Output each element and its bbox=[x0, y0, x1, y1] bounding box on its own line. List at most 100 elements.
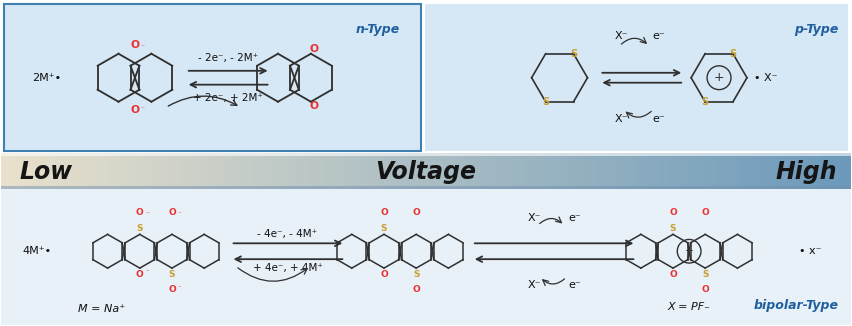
Bar bbox=[379, 153, 384, 189]
Text: e⁻: e⁻ bbox=[653, 114, 665, 125]
Bar bbox=[745, 153, 750, 189]
Bar bbox=[753, 153, 758, 189]
Text: 4M⁺•: 4M⁺• bbox=[22, 246, 51, 256]
Bar bbox=[302, 153, 308, 189]
Text: 2M⁺•: 2M⁺• bbox=[32, 73, 61, 83]
Bar bbox=[833, 153, 839, 189]
Bar bbox=[796, 153, 801, 189]
Bar bbox=[291, 153, 296, 189]
Text: High: High bbox=[775, 160, 837, 184]
Bar bbox=[732, 153, 737, 189]
Bar bbox=[184, 153, 189, 189]
Bar bbox=[337, 153, 342, 189]
Bar bbox=[328, 153, 334, 189]
Bar bbox=[214, 153, 219, 189]
Bar bbox=[728, 153, 733, 189]
Bar bbox=[613, 153, 618, 189]
Text: S: S bbox=[381, 224, 388, 233]
Text: O: O bbox=[701, 208, 709, 217]
Bar bbox=[371, 153, 376, 189]
Bar bbox=[103, 153, 108, 189]
Bar bbox=[838, 153, 843, 189]
Bar bbox=[430, 153, 435, 189]
Bar bbox=[783, 153, 788, 189]
Bar bbox=[193, 153, 198, 189]
Bar bbox=[740, 153, 746, 189]
Bar bbox=[73, 153, 79, 189]
Text: S: S bbox=[570, 49, 577, 59]
Bar bbox=[608, 153, 613, 189]
Bar bbox=[273, 153, 279, 189]
Bar bbox=[792, 153, 797, 189]
Bar bbox=[69, 153, 75, 189]
Bar bbox=[672, 153, 677, 189]
Text: O: O bbox=[669, 208, 677, 217]
Text: ⁻: ⁻ bbox=[141, 42, 145, 52]
Bar bbox=[817, 153, 822, 189]
Bar bbox=[295, 153, 300, 189]
Bar bbox=[443, 153, 448, 189]
Text: e⁻: e⁻ bbox=[653, 31, 665, 41]
Bar bbox=[222, 153, 227, 189]
Bar bbox=[842, 153, 848, 189]
Bar bbox=[32, 153, 37, 189]
Bar bbox=[469, 153, 474, 189]
Bar bbox=[235, 153, 240, 189]
Bar bbox=[574, 153, 580, 189]
Bar bbox=[550, 153, 555, 189]
Bar bbox=[388, 153, 393, 189]
Bar bbox=[456, 153, 461, 189]
Bar bbox=[413, 153, 418, 189]
Bar bbox=[659, 153, 665, 189]
Bar bbox=[324, 153, 330, 189]
Text: X⁻: X⁻ bbox=[528, 213, 541, 223]
Bar bbox=[349, 153, 354, 189]
Bar bbox=[163, 153, 168, 189]
Bar bbox=[78, 153, 83, 189]
Text: O: O bbox=[380, 270, 388, 278]
Bar bbox=[498, 153, 504, 189]
Bar bbox=[218, 153, 223, 189]
Bar bbox=[520, 153, 525, 189]
Bar bbox=[490, 153, 495, 189]
Text: O: O bbox=[412, 285, 420, 294]
Bar bbox=[120, 153, 125, 189]
Bar bbox=[180, 153, 185, 189]
Bar bbox=[621, 153, 626, 189]
Bar bbox=[2, 153, 850, 156]
Bar bbox=[116, 153, 121, 189]
Bar bbox=[681, 153, 686, 189]
Bar bbox=[201, 153, 206, 189]
Bar bbox=[375, 153, 380, 189]
Text: + 2e⁻, + 2M⁺: + 2e⁻, + 2M⁺ bbox=[193, 93, 262, 103]
Bar bbox=[829, 153, 835, 189]
Bar bbox=[95, 153, 100, 189]
Bar bbox=[154, 153, 159, 189]
FancyBboxPatch shape bbox=[425, 4, 848, 151]
Bar bbox=[19, 153, 24, 189]
Bar bbox=[689, 153, 694, 189]
Bar bbox=[800, 153, 805, 189]
Bar bbox=[685, 153, 690, 189]
Bar bbox=[583, 153, 589, 189]
Bar bbox=[23, 153, 28, 189]
Bar bbox=[541, 153, 546, 189]
Bar bbox=[167, 153, 172, 189]
Bar bbox=[82, 153, 87, 189]
Bar bbox=[676, 153, 682, 189]
Bar bbox=[112, 153, 117, 189]
Bar bbox=[561, 153, 567, 189]
Bar bbox=[400, 153, 406, 189]
Bar bbox=[14, 153, 20, 189]
Bar bbox=[65, 153, 71, 189]
Text: O: O bbox=[168, 285, 176, 294]
Text: ⁻: ⁻ bbox=[141, 104, 145, 113]
Bar bbox=[736, 153, 741, 189]
Bar bbox=[332, 153, 338, 189]
Bar bbox=[320, 153, 325, 189]
Text: n-Type: n-Type bbox=[356, 23, 400, 36]
Bar bbox=[60, 153, 66, 189]
Bar bbox=[90, 153, 95, 189]
Bar bbox=[515, 153, 521, 189]
Bar bbox=[532, 153, 538, 189]
